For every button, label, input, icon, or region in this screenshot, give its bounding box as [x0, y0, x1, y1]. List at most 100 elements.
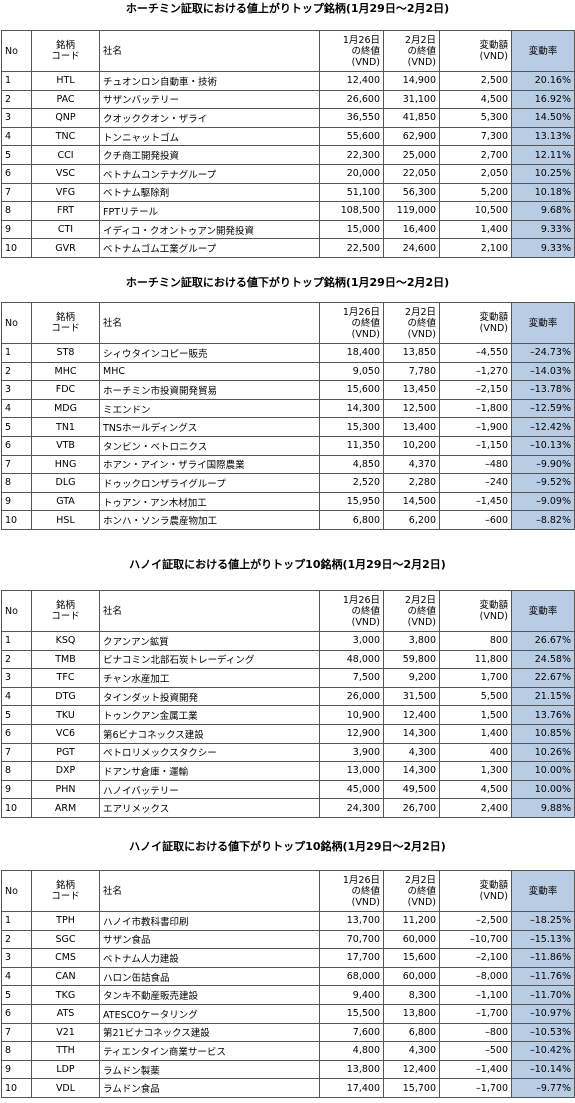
cell: ST8 — [31, 343, 100, 363]
cell: 1 — [1, 631, 32, 651]
cell: 10.00% — [511, 761, 575, 781]
cell: 4 — [1, 126, 32, 147]
cell: 51,100 — [319, 182, 384, 203]
cell: 12.11% — [511, 145, 575, 165]
cell: 10.18% — [511, 182, 575, 203]
cell: 4 — [1, 686, 32, 707]
cell: CTI — [31, 219, 100, 240]
cell: 4,500 — [439, 89, 512, 110]
cell: 108,500 — [319, 201, 384, 221]
column-header: 2月2日 の終値 (VND) — [383, 302, 440, 344]
cell: 12,400 — [383, 705, 440, 725]
cell: PGT — [31, 742, 100, 763]
cell: 12,500 — [383, 398, 440, 419]
data-row: 7 PGT ペトロリメックスタクシー 3,900 4,300 400 10.26% — [1, 742, 575, 763]
cell: 10,500 — [439, 201, 512, 221]
cell: 8,300 — [383, 985, 440, 1005]
cell: 800 — [439, 631, 512, 651]
cell: 10,200 — [383, 435, 440, 456]
cell: KSQ — [31, 631, 100, 651]
cell: 13,800 — [319, 1059, 384, 1080]
data-row: 4 TNC トンニャットゴム 55,600 62,900 7,300 13.13% — [1, 126, 575, 147]
cell: 36,550 — [319, 108, 384, 128]
cell: 第6ビナコネックス建設 — [99, 723, 320, 744]
cell: –1,150 — [439, 435, 512, 456]
cell: 17,700 — [319, 948, 384, 968]
cell: ドゥックロンザライグループ — [99, 473, 320, 493]
data-row: 9 PHN ハノイバッテリー 45,000 49,500 4,500 10.00% — [1, 779, 575, 800]
header-row: No 銘柄 コード 社名 1月26日 の終値 (VND) 2月2日 の終値 (VND) 変… — [1, 590, 575, 632]
cell: 15,600 — [383, 948, 440, 968]
cell: 4,300 — [383, 1041, 440, 1061]
cell: 13,450 — [383, 380, 440, 400]
cell: V21 — [31, 1022, 100, 1043]
data-row: 10 HSL ホンハ・ソンラ農産物加工 6,800 6,200 –600 –8.82% — [1, 510, 575, 530]
cell: ミエンドン — [99, 398, 320, 419]
cell: 6 — [1, 723, 32, 744]
cell: CAN — [31, 966, 100, 987]
cell: 5 — [1, 417, 32, 437]
cell: 9 — [1, 219, 32, 240]
cell: トゥアン・アン木材加工 — [99, 491, 320, 512]
cell: ATS — [31, 1003, 100, 1024]
cell: 15,600 — [319, 380, 384, 400]
cell: 24.58% — [511, 649, 575, 670]
cell: 21.15% — [511, 686, 575, 707]
data-row: 6 VC6 第6ビナコネックス建設 12,900 14,300 1,400 10.85% — [1, 723, 575, 744]
cell: 4,300 — [383, 742, 440, 763]
cell: 11,800 — [439, 649, 512, 670]
cell: エアリメックス — [99, 798, 320, 818]
cell: –9.90% — [511, 454, 575, 475]
column-header: No — [1, 870, 32, 912]
data-row: 10 GVR ベトナムゴム工業グループ 22,500 24,600 2,100 9.33% — [1, 238, 575, 258]
cell: 31,100 — [383, 89, 440, 110]
cell: 14,300 — [383, 723, 440, 744]
data-row: 1 ST8 シィウタインコピー販売 18,400 13,850 –4,550 –24.73% — [1, 343, 575, 363]
cell: GTA — [31, 491, 100, 512]
cell: 6,800 — [383, 1022, 440, 1043]
data-row: 6 ATS ATESCOケータリング 15,500 13,800 –1,700 –10.97… — [1, 1003, 575, 1024]
cell: 15,500 — [319, 1003, 384, 1024]
cell: 1,400 — [439, 723, 512, 744]
column-header: 1月26日 の終値 (VND) — [319, 30, 384, 72]
data-row: 6 VSC ベトナムコンテナグループ 20,000 22,050 2,050 10.25% — [1, 163, 575, 184]
cell: GVR — [31, 238, 100, 258]
cell: TNSホールディングス — [99, 417, 320, 437]
cell: –1,270 — [439, 361, 512, 382]
cell: 70,700 — [319, 929, 384, 950]
cell: ハロン缶詰食品 — [99, 966, 320, 987]
stock-table: No 銘柄 コード 社名 1月26日 の終値 (VND) 2月2日 の終値 (VND) 変… — [1, 590, 575, 818]
cell: 22.67% — [511, 668, 575, 688]
cell: ホーチミン市投資開発貿易 — [99, 380, 320, 400]
cell: 400 — [439, 742, 512, 763]
cell: 6,200 — [383, 510, 440, 530]
data-row: 3 TFC チャン水産加工 7,500 9,200 1,700 22.67% — [1, 668, 575, 688]
cell: ATESCOケータリング — [99, 1003, 320, 1024]
cell: 4 — [1, 398, 32, 419]
cell: 10,900 — [319, 705, 384, 725]
cell: 10.25% — [511, 163, 575, 184]
data-row: 7 HNG ホアン・アイン・ザライ国際農業 4,850 4,370 –480 –9.90% — [1, 454, 575, 475]
column-header: No — [1, 30, 32, 72]
cell: 1 — [1, 911, 32, 931]
data-row: 5 TN1 TNSホールディングス 15,300 13,400 –1,900 –12.42% — [1, 417, 575, 437]
cell: 11,350 — [319, 435, 384, 456]
cell: 10.00% — [511, 779, 575, 800]
cell: 4,370 — [383, 454, 440, 475]
cell: –800 — [439, 1022, 512, 1043]
cell: VSC — [31, 163, 100, 184]
cell: ベトナム人力建設 — [99, 948, 320, 968]
column-header: 変動率 — [511, 302, 575, 344]
cell: 4 — [1, 966, 32, 987]
cell: 49,500 — [383, 779, 440, 800]
cell: –1,450 — [439, 491, 512, 512]
cell: 15,300 — [319, 417, 384, 437]
column-header: 変動額 (VND) — [439, 302, 512, 344]
cell: 9,400 — [319, 985, 384, 1005]
cell: トンニャットゴム — [99, 126, 320, 147]
stock-table: No 銘柄 コード 社名 1月26日 の終値 (VND) 2月2日 の終値 (VND) 変… — [1, 30, 575, 258]
data-row: 6 VTB タンビン・ベトロニクス 11,350 10,200 –1,150 –10.13% — [1, 435, 575, 456]
data-row: 4 MDG ミエンドン 14,300 12,500 –1,800 –12.59% — [1, 398, 575, 419]
table-title: ホーチミン証取における値下がりトップ銘柄(1月29日～2月2日) — [125, 276, 450, 289]
